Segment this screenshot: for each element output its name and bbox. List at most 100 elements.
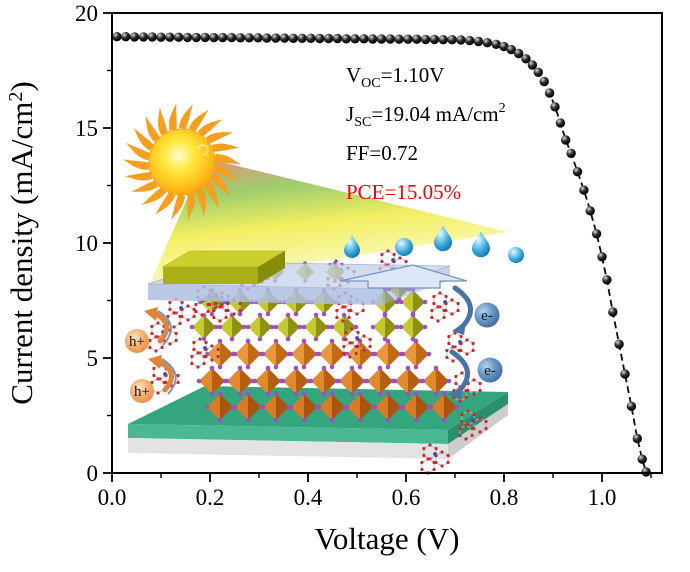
atom-red (218, 319, 222, 323)
data-point-marker (482, 38, 492, 48)
octahedron-facet (235, 341, 248, 367)
atom-red (172, 325, 176, 329)
atom-red (341, 305, 345, 309)
substrate-side (448, 392, 508, 444)
octahedron-facet (255, 368, 268, 394)
octahedron-facet (413, 315, 425, 339)
atom-purple (241, 324, 247, 330)
atom-red (192, 340, 196, 345)
octahedron-facet (388, 394, 401, 420)
atom-purple (229, 336, 235, 342)
atom-red (218, 305, 222, 309)
atom-purple (308, 378, 314, 384)
atom-red (152, 373, 156, 378)
atom-purple (353, 324, 359, 330)
atom-purple (316, 404, 322, 410)
electron-circle (474, 302, 500, 328)
octahedron-facet (385, 315, 397, 339)
octahedron-facet (380, 368, 393, 394)
octahedron-facet (311, 368, 324, 394)
data-point-marker (112, 32, 122, 42)
atom-purple (329, 338, 335, 344)
atom-purple (217, 417, 223, 423)
atom-red (154, 335, 158, 339)
atom-purple (385, 364, 391, 370)
atom-purple (313, 336, 319, 342)
octahedron-facet (316, 315, 328, 339)
atom-red (156, 321, 160, 325)
atom-red (432, 294, 436, 299)
atom-red (444, 294, 448, 299)
octahedron-facet (207, 394, 220, 420)
atom-purple (329, 364, 335, 370)
atom-purple (285, 336, 291, 342)
axes: 0.0 0.2 0.4 0.6 0.8 1.0 0 5 10 15 20 (75, 1, 652, 510)
y-tick-label: 5 (87, 346, 99, 371)
atom-purple (301, 417, 307, 423)
octahedron-facet (220, 341, 233, 367)
data-point-marker (350, 34, 360, 44)
sun-swirl (197, 144, 209, 156)
octahedron-facet (240, 368, 253, 394)
atom-red (194, 302, 198, 307)
data-point-marker (491, 39, 501, 49)
atom-red (341, 319, 345, 323)
atom-purple (398, 324, 404, 330)
atom-purple (357, 391, 363, 397)
octahedron-facet (375, 341, 388, 367)
atom-purple (433, 391, 439, 397)
atom-red (466, 409, 470, 413)
atom-red (168, 300, 172, 305)
atom-purple (301, 391, 307, 397)
atom-red (464, 395, 468, 400)
atom-purple (293, 365, 299, 371)
curved-arrow-outline (157, 310, 172, 346)
atom-red (460, 371, 464, 375)
atom-red (196, 365, 200, 369)
data-point-marker (288, 33, 298, 43)
sun-ray (123, 159, 149, 170)
data-point-marker (473, 36, 484, 47)
atom-purple (189, 324, 195, 330)
atom-purple (257, 336, 263, 342)
atom-purple (217, 364, 223, 370)
atom-red (348, 341, 352, 345)
octahedron-facet (207, 341, 220, 367)
atom-blue (391, 258, 395, 262)
atom-purple (441, 391, 447, 397)
atom-red (420, 460, 424, 465)
water-droplet-icon (434, 225, 452, 252)
data-point-marker (218, 32, 228, 43)
atom-purple (237, 311, 243, 317)
data-point-marker (572, 167, 583, 177)
octahedron-facet (260, 315, 272, 339)
underlayer-side (448, 404, 508, 459)
atom-red (442, 315, 446, 320)
atom-red (392, 252, 396, 257)
electron-label: e- (481, 308, 493, 324)
atom-blue (355, 336, 359, 340)
sun-ray (171, 195, 185, 220)
x-tick-label: 0.2 (196, 485, 225, 510)
atom-red (454, 381, 458, 386)
data-point-marker (521, 54, 531, 64)
hole-carriers: h+ h+ (125, 329, 154, 403)
sun-ray (210, 173, 231, 197)
atom-purple (344, 404, 350, 410)
atom-red (438, 291, 442, 295)
jsc-annotation: JSC=19.04 mA/cm2 (346, 101, 506, 130)
octahedron-facet (212, 368, 225, 394)
atom-purple (252, 378, 258, 384)
data-point-marker (579, 185, 589, 195)
sun-ray (188, 109, 209, 132)
x-axis-title: Voltage (V) (315, 521, 460, 556)
octahedron-facet (332, 341, 345, 367)
atom-purple (420, 378, 426, 384)
curved-arrow-outline (161, 358, 177, 395)
atom-red (430, 308, 434, 313)
atom-red (238, 301, 242, 306)
atom-red (156, 391, 160, 395)
data-point-marker (539, 76, 549, 87)
atom-red (198, 337, 202, 341)
sun-ray (141, 187, 167, 205)
